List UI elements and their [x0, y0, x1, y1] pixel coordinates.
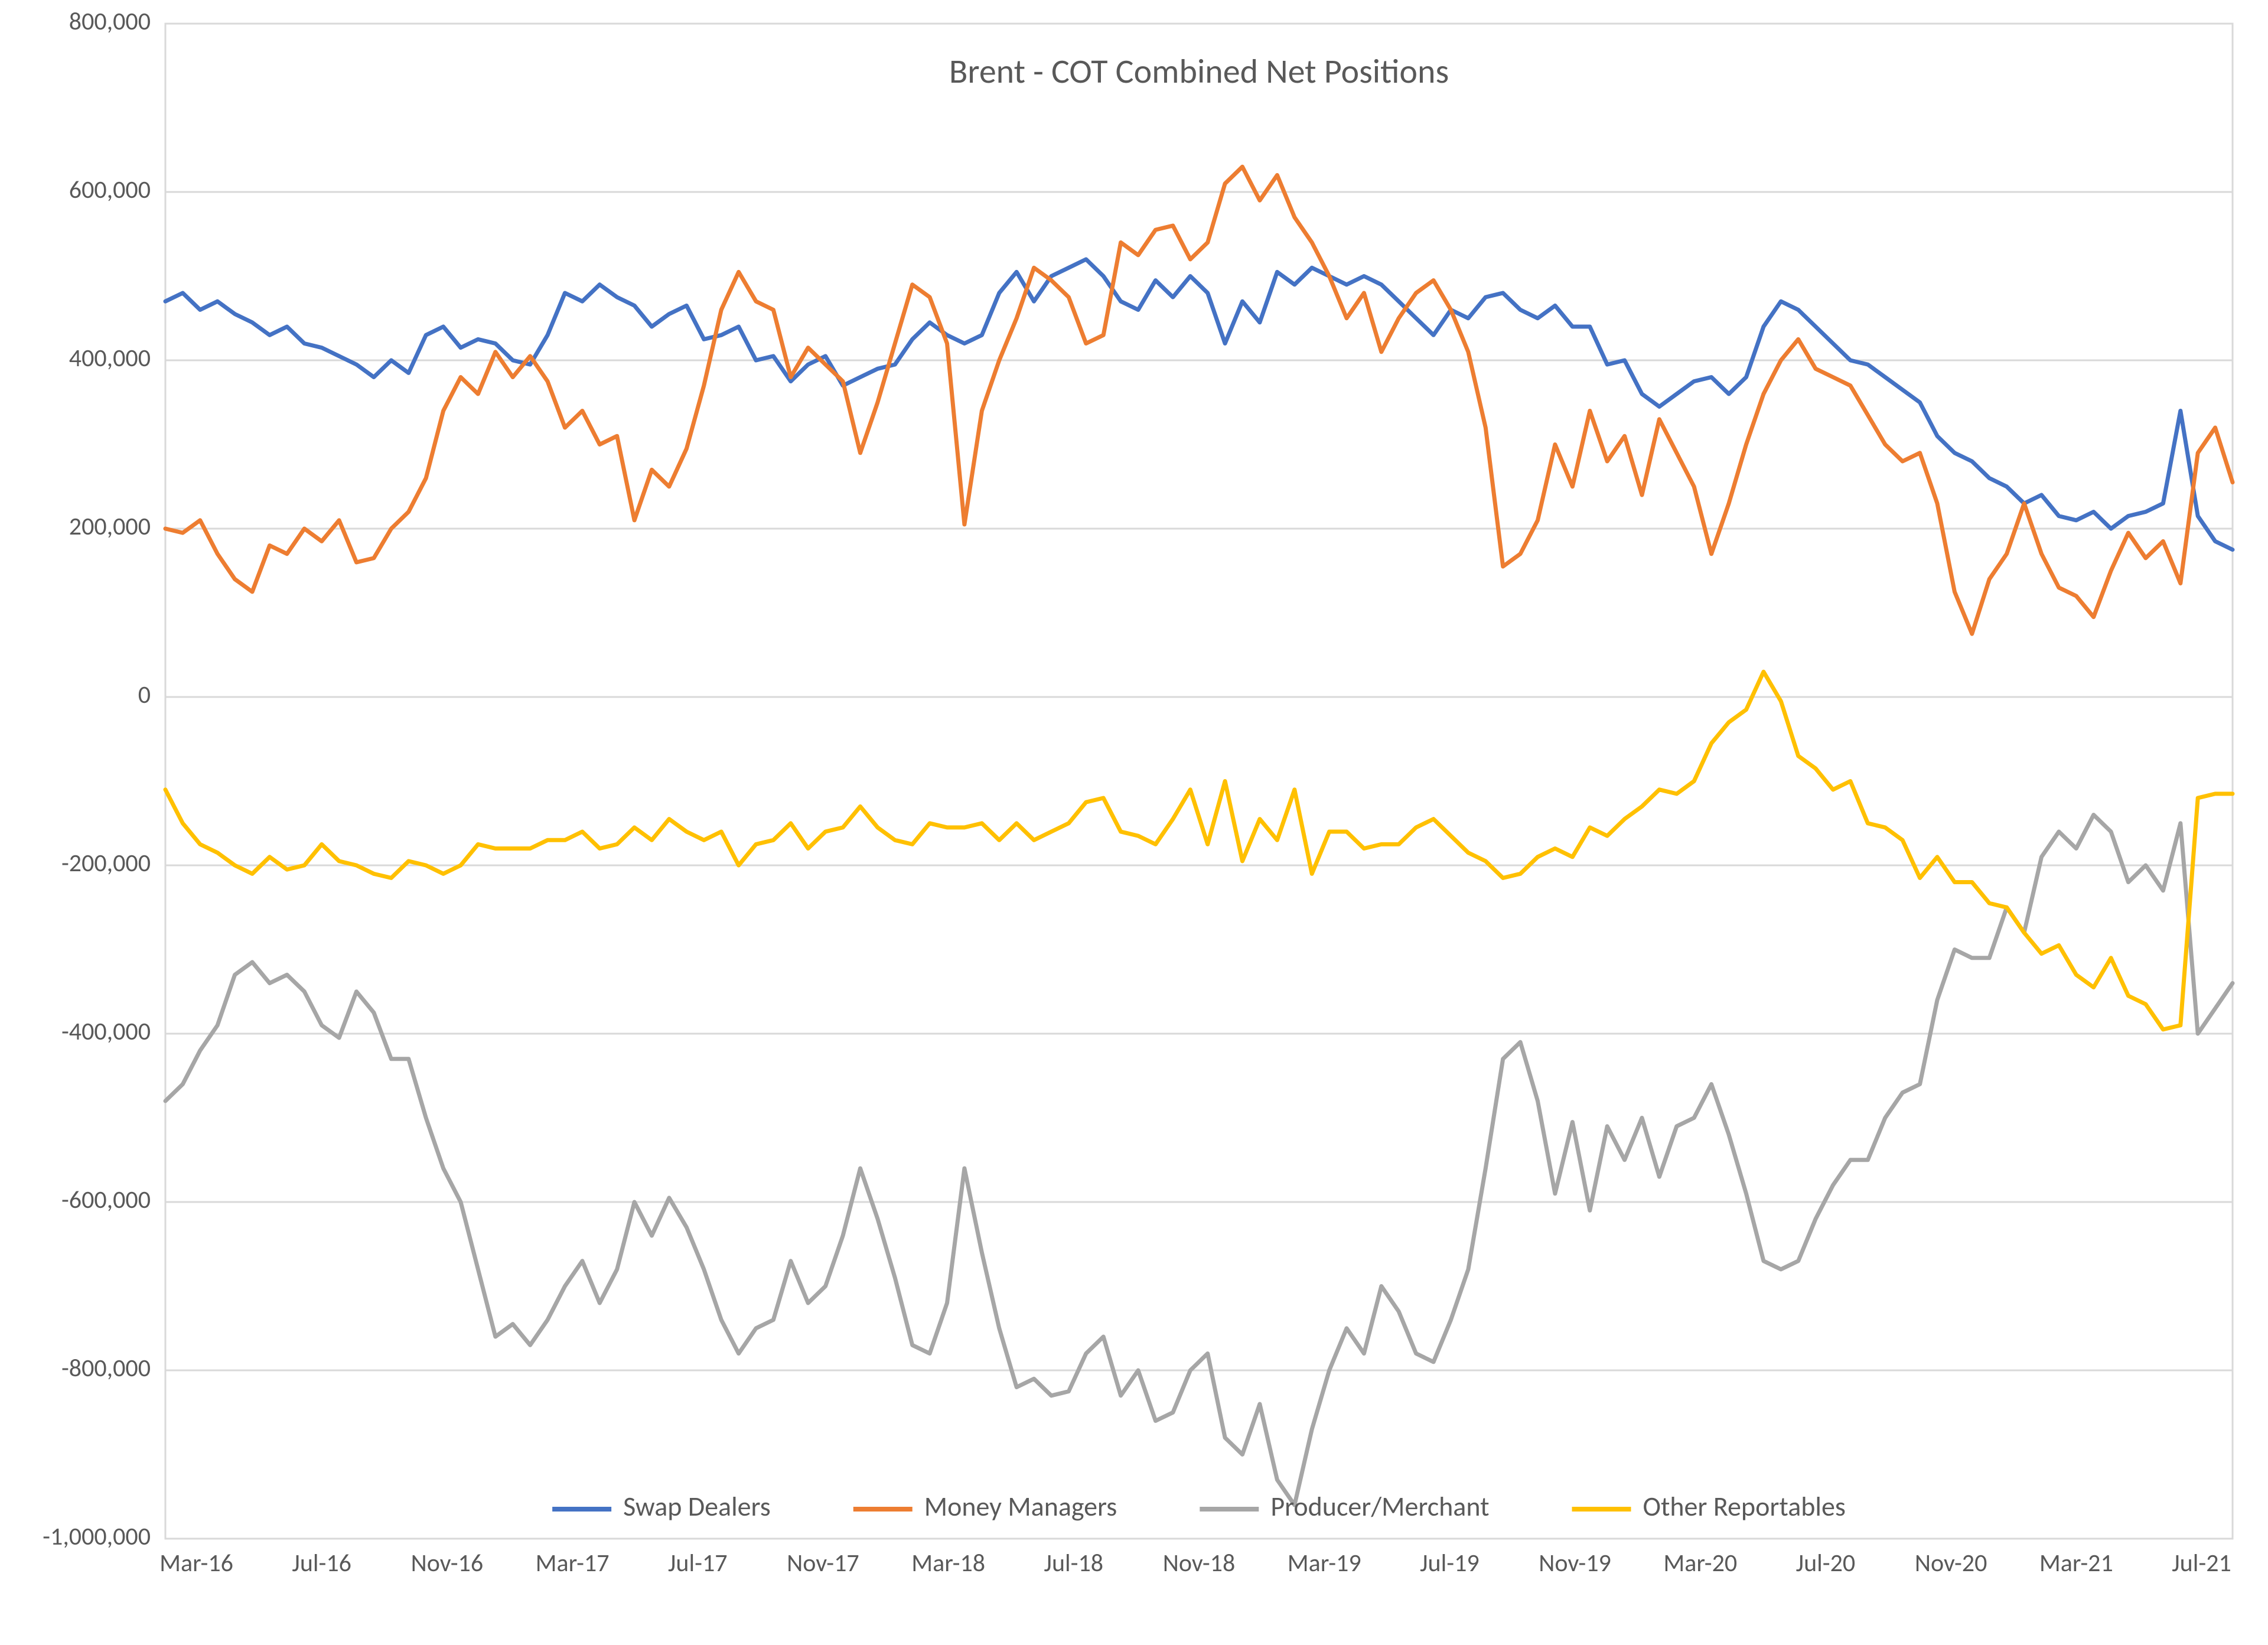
- line-chart: -1,000,000 -800,000 -600,000 -400,000 -200,0…: [0, 0, 2268, 1645]
- x-axis-label: Mar-16: [159, 1548, 233, 1578]
- y-axis-label: -600,000: [61, 1185, 151, 1215]
- y-axis-label: -800,000: [61, 1353, 151, 1383]
- x-axis-label: Mar-20: [1663, 1548, 1737, 1578]
- x-axis-label: Jul-16: [292, 1548, 351, 1578]
- x-axis-label: Jul-21: [2172, 1548, 2231, 1578]
- legend-label: Money Managers: [924, 1490, 1117, 1523]
- x-axis-label: Nov-19: [1539, 1548, 1611, 1578]
- legend-label: Producer/Merchant: [1270, 1490, 1489, 1523]
- chart-root: -1,000,000 -800,000 -600,000 -400,000 -200,0…: [0, 0, 2268, 1645]
- legend-label: Other Reportables: [1643, 1490, 1846, 1523]
- x-axis-label: Jul-19: [1420, 1548, 1480, 1578]
- x-axis-label: Nov-20: [1915, 1548, 1987, 1578]
- y-axis-label: 600,000: [69, 175, 151, 205]
- x-axis-label: Nov-17: [787, 1548, 859, 1578]
- legend-label: Swap Dealers: [623, 1490, 771, 1523]
- x-axis-label: Jul-17: [668, 1548, 728, 1578]
- y-axis-label: -400,000: [61, 1017, 151, 1047]
- y-axis-label: 200,000: [69, 512, 151, 542]
- chart-title: Brent - COT Combined Net Positions: [949, 50, 1449, 92]
- x-axis-label: Mar-18: [911, 1548, 985, 1578]
- x-axis-label: Mar-19: [1288, 1548, 1361, 1578]
- x-axis-label: Jul-20: [1796, 1548, 1856, 1578]
- y-axis-label: -1,000,000: [43, 1522, 151, 1552]
- x-axis-label: Jul-18: [1044, 1548, 1104, 1578]
- y-axis-label: 800,000: [69, 6, 151, 37]
- x-axis-label: Mar-17: [536, 1548, 610, 1578]
- y-axis-label: 400,000: [69, 343, 151, 373]
- x-axis-label: Nov-16: [411, 1548, 484, 1578]
- y-axis-label: 0: [138, 680, 151, 710]
- x-axis-label: Mar-21: [2039, 1548, 2113, 1578]
- x-axis-label: Nov-18: [1163, 1548, 1236, 1578]
- y-axis-label: -200,000: [61, 848, 151, 878]
